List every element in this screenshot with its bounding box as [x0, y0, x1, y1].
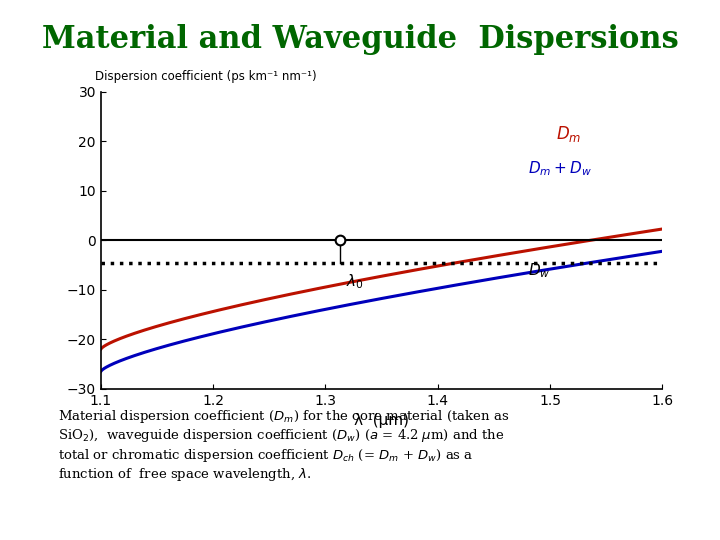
Text: $D_w$: $D_w$ [528, 261, 550, 280]
Text: $D_m$: $D_m$ [556, 124, 581, 144]
Text: $\lambda_0$: $\lambda_0$ [346, 272, 364, 291]
Text: Dispersion coefficient (ps km⁻¹ nm⁻¹): Dispersion coefficient (ps km⁻¹ nm⁻¹) [95, 70, 317, 83]
Text: Material and Waveguide  Dispersions: Material and Waveguide Dispersions [42, 24, 678, 55]
Text: $D_m + D_w$: $D_m + D_w$ [528, 159, 591, 178]
X-axis label: λ  (μm): λ (μm) [354, 413, 409, 428]
Text: Material dispersion coefficient ($D_m$) for the core material (taken as
SiO$_2$): Material dispersion coefficient ($D_m$) … [58, 408, 509, 483]
